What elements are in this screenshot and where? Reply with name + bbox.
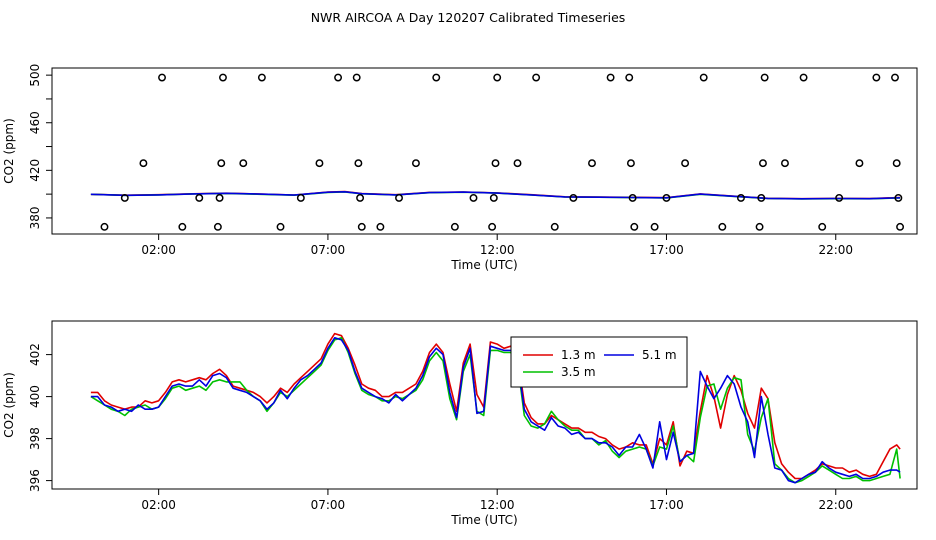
data-point — [513, 159, 522, 168]
data-point — [626, 159, 635, 168]
data-point — [606, 73, 615, 82]
data-point — [755, 222, 764, 231]
data-point — [352, 73, 361, 82]
data-point — [569, 193, 578, 202]
data-point — [550, 222, 559, 231]
x-axis-label: Time (UTC) — [450, 258, 517, 272]
legend-label-1: 3.5 m — [561, 365, 596, 379]
data-point — [760, 73, 769, 82]
x-tick-label: 12:00 — [480, 498, 515, 512]
y-tick-label: 396 — [28, 469, 42, 492]
data-point — [139, 159, 148, 168]
x-tick-label: 22:00 — [818, 243, 853, 257]
top-panel: 02:00 07:00 12:00 17:00 22:00 380 420 460 500 Tim… — [2, 64, 918, 272]
data-point — [759, 159, 767, 168]
data-point — [100, 222, 109, 231]
data-point — [450, 222, 459, 231]
y-tick-label: 402 — [28, 343, 42, 366]
series-line-1 — [90, 336, 901, 484]
bottom-panel: 02:00 07:00 12:00 17:00 22:00 396 398 400 402 Tim… — [2, 320, 918, 527]
legend: 1.3 m 3.5 m 5.1 m — [510, 336, 688, 388]
data-point — [219, 73, 227, 82]
data-point — [239, 159, 248, 168]
legend-box — [510, 336, 688, 388]
series-line-2 — [90, 336, 901, 484]
data-point — [855, 159, 864, 168]
data-point — [781, 159, 789, 168]
data-point — [835, 193, 844, 202]
x-tick-label: 02:00 — [141, 498, 176, 512]
plot-frame — [51, 67, 918, 235]
figure-title: NWR AIRCOA A Day 120207 Calibrated Times… — [311, 10, 626, 25]
data-point — [334, 73, 343, 82]
data-point — [489, 193, 498, 202]
data-point — [630, 222, 639, 231]
data-point — [215, 193, 224, 202]
legend-label-2: 5.1 m — [642, 348, 677, 362]
data-point — [891, 73, 899, 82]
data-point — [376, 222, 385, 231]
data-point — [354, 159, 363, 168]
legend-label-0: 1.3 m — [561, 348, 596, 362]
x-tick-label: 07:00 — [311, 498, 346, 512]
x-tick-label: 12:00 — [480, 243, 515, 257]
data-point — [818, 222, 827, 231]
data-point — [650, 222, 659, 231]
x-tick-label: 22:00 — [818, 498, 853, 512]
data-point — [120, 193, 129, 202]
data-point — [493, 73, 502, 82]
data-point — [315, 159, 324, 168]
y-axis-label: CO2 (ppm) — [2, 118, 16, 184]
data-point — [757, 193, 766, 202]
data-point — [894, 193, 903, 202]
data-point — [195, 193, 204, 202]
data-point — [411, 159, 420, 168]
x-tick-label: 07:00 — [311, 243, 346, 257]
data-point — [896, 222, 905, 231]
data-point — [395, 193, 403, 202]
data-point — [532, 73, 541, 82]
data-point — [217, 159, 226, 168]
data-point — [681, 159, 690, 168]
data-point — [491, 159, 500, 168]
x-tick-label: 17:00 — [649, 498, 684, 512]
x-tick-label: 17:00 — [649, 243, 684, 257]
data-point — [718, 222, 727, 231]
series-line-0 — [90, 332, 901, 480]
x-axis-label: Time (UTC) — [450, 513, 517, 527]
y-tick-label: 500 — [28, 64, 42, 87]
data-point — [737, 193, 745, 202]
y-tick-label: 460 — [28, 111, 42, 134]
data-point — [356, 193, 365, 202]
data-point — [178, 222, 187, 231]
data-point — [213, 222, 222, 231]
data-point — [432, 73, 441, 82]
data-point — [699, 73, 708, 82]
data-point — [628, 193, 637, 202]
data-point — [158, 73, 166, 82]
y-tick-label: 400 — [28, 385, 42, 408]
y-tick-label: 380 — [28, 206, 42, 229]
y-tick-label: 398 — [28, 427, 42, 450]
y-axis-label: CO2 (ppm) — [2, 372, 16, 438]
data-point — [276, 222, 285, 231]
data-point — [662, 193, 671, 202]
y-tick-label: 420 — [28, 159, 42, 182]
data-point — [625, 73, 634, 82]
data-point — [872, 73, 881, 82]
x-tick-label: 02:00 — [141, 243, 176, 257]
series-line-2 — [90, 191, 901, 200]
plot-frame — [51, 320, 918, 490]
data-point — [488, 222, 497, 231]
data-point — [357, 222, 366, 231]
data-point — [257, 73, 266, 82]
data-point — [296, 193, 305, 202]
data-point — [799, 73, 808, 82]
data-point — [469, 193, 478, 202]
data-point — [892, 159, 901, 168]
data-point — [588, 159, 596, 168]
